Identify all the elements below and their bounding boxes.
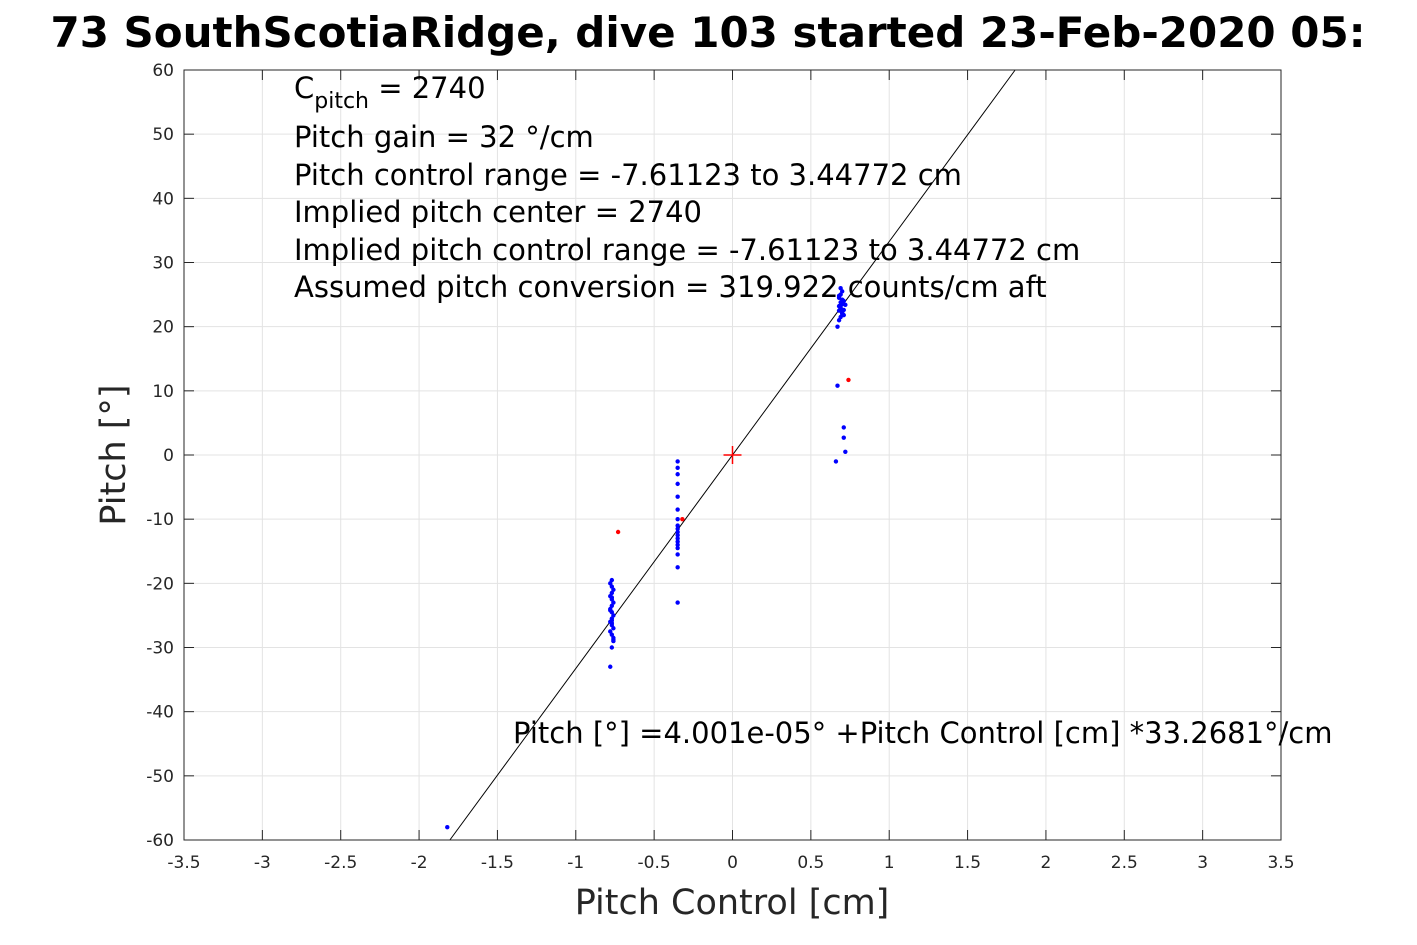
data-point-blue	[609, 645, 615, 650]
axis-ticks	[183, 69, 1282, 841]
y-tick-label: -10	[146, 510, 174, 530]
data-point-blue	[675, 516, 680, 522]
annotation-pitch-control-range: Pitch control range = -7.61123 to 3.4477…	[294, 158, 962, 192]
x-tick-label: 3.5	[1267, 853, 1294, 873]
y-tick-label: 0	[163, 446, 174, 466]
data-point-blue	[675, 533, 680, 538]
data-point-blue	[675, 465, 680, 471]
x-tick-label: -3.5	[167, 853, 200, 873]
data-point-blue	[675, 565, 680, 570]
y-tick-label: -20	[146, 574, 174, 594]
data-point-blue	[675, 536, 680, 541]
x-tick-label: 2	[1041, 853, 1052, 873]
y-tick-label: -30	[146, 639, 174, 659]
fit-equation-annotation: Pitch [°] =4.001e-05° +Pitch Control [cm…	[513, 716, 1333, 750]
data-point-red	[615, 529, 621, 535]
data-point-blue	[445, 824, 450, 830]
data-point-blue	[840, 310, 845, 316]
annotation-pitch-gain: Pitch gain = 32 °/cm	[294, 120, 594, 154]
data-point-blue	[835, 324, 840, 329]
x-tick-label: -0.5	[638, 853, 671, 873]
x-tick-label: 3	[1197, 853, 1208, 873]
c-pitch-annotation: Cpitch = 2740	[294, 71, 486, 114]
c-pitch-value: = 2740	[369, 71, 486, 105]
data-point-blue	[835, 383, 840, 388]
data-point-blue	[675, 481, 680, 487]
data-point-blue	[675, 526, 680, 531]
x-axis-label: Pitch Control [cm]	[575, 883, 890, 923]
x-tick-label: -2.5	[324, 853, 357, 873]
data-point-blue	[841, 425, 846, 430]
data-point-blue	[838, 300, 843, 305]
y-tick-label: 20	[152, 318, 174, 338]
data-point-blue	[611, 637, 616, 642]
data-point-blue	[608, 664, 613, 669]
y-tick-label: 50	[152, 125, 174, 145]
annotation-implied-pitch-center: Implied pitch center = 2740	[294, 195, 702, 229]
data-point-red	[680, 516, 685, 522]
data-point-blue	[675, 539, 680, 544]
x-tick-label: 2.5	[1111, 853, 1138, 873]
data-point-blue	[675, 545, 680, 551]
data-point-blue	[675, 600, 680, 605]
y-tick-label: -40	[146, 703, 174, 723]
annotation-implied-pitch-control-range: Implied pitch control range = -7.61123 t…	[294, 233, 1080, 267]
c-pitch-subscript: pitch	[314, 89, 369, 114]
data-point-blue	[843, 449, 848, 454]
center-marker	[723, 446, 742, 464]
data-point-blue	[675, 507, 680, 512]
y-tick-label: -50	[146, 767, 174, 787]
data-point-blue	[833, 459, 839, 464]
x-tick-label: 0.5	[797, 853, 824, 873]
x-tick-label: -1	[567, 853, 584, 873]
data-point-blue	[675, 494, 680, 499]
data-point-blue	[675, 472, 680, 477]
x-tick-label: -1.5	[481, 853, 514, 873]
y-tick-label: 40	[152, 189, 174, 209]
y-axis-label: Pitch [°]	[94, 384, 134, 525]
x-tick-label: -3	[254, 853, 271, 873]
data-point-blue	[675, 552, 680, 557]
data-point-blue	[609, 577, 615, 583]
data-point-blue	[609, 618, 615, 623]
grid-lines	[183, 69, 1282, 841]
x-tick-label: 1.5	[954, 853, 981, 873]
x-tick-labels: -3.5 -3 -2.5 -2 -1.5 -1 -0.5 0 0.5 1 1.5 2 2.5 3 3.5	[167, 853, 1294, 873]
data-point-blue	[609, 595, 615, 600]
y-tick-label: 60	[152, 61, 174, 81]
data-point-blue	[843, 302, 848, 308]
data-point-blue	[836, 293, 842, 299]
c-pitch-main: C	[294, 71, 314, 105]
data-point-blue	[675, 459, 680, 464]
data-point-red	[846, 377, 851, 383]
data-point-blue	[675, 542, 680, 548]
data-point-blue	[608, 629, 613, 634]
y-tick-label: 10	[152, 382, 174, 402]
data-point-blue	[608, 608, 613, 613]
data-point-blue	[841, 435, 846, 440]
y-tick-label: -60	[146, 831, 174, 851]
x-tick-label: -2	[411, 853, 428, 873]
x-tick-label: 1	[884, 853, 895, 873]
data-points	[445, 285, 851, 830]
y-tick-label: 30	[152, 254, 174, 274]
y-tick-labels: -60 -50 -40 -30 -20 -10 0 10 20 30 40 50 60	[146, 61, 174, 851]
chart-title: 73 SouthScotiaRidge, dive 103 started 23…	[50, 8, 1365, 57]
annotation-assumed-pitch-conversion: Assumed pitch conversion = 319.922 count…	[294, 270, 1047, 304]
data-point-blue	[675, 523, 680, 528]
x-tick-label: 0	[727, 853, 738, 873]
data-point-blue	[675, 529, 680, 535]
data-point-blue	[838, 285, 843, 291]
